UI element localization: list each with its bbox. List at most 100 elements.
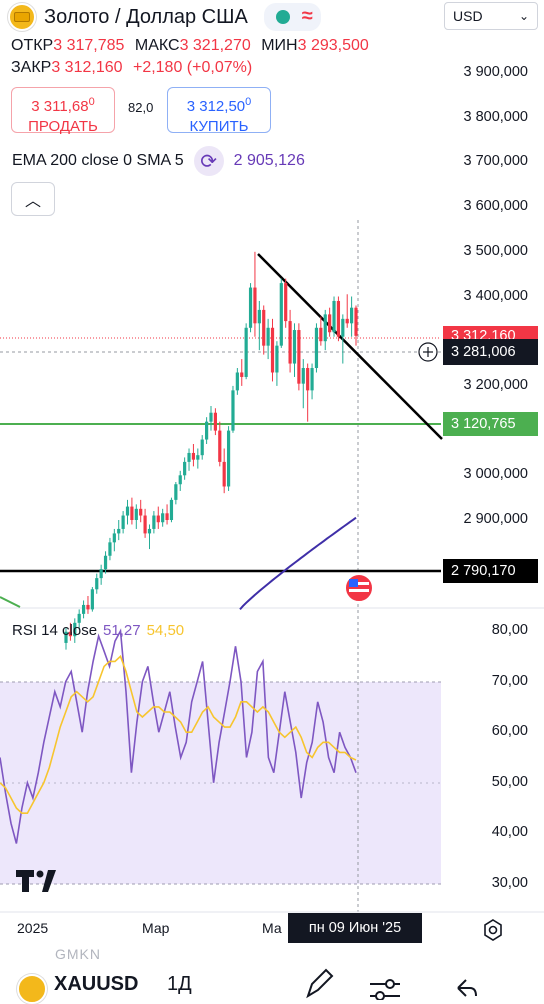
candle-body (191, 452, 196, 460)
candle-body (292, 330, 297, 364)
candle-body (284, 283, 288, 322)
candle-body (306, 368, 310, 391)
market-open-dot-icon (275, 10, 290, 24)
rsi-legend[interactable]: RSI 14 close 51,27 54,50 (12, 622, 184, 639)
candle-body (226, 430, 231, 487)
price-tick-label: 3 900,000 (463, 64, 528, 80)
bottom-toolbar (0, 960, 544, 1000)
ema200-line (239, 516, 357, 611)
candle-body (169, 499, 174, 520)
collapse-legend-button[interactable]: ︿ (11, 182, 55, 216)
candle-body (240, 372, 244, 377)
candle-body (218, 430, 222, 462)
time-label-may: Ма (262, 920, 282, 936)
low-value: 3 293,500 (297, 37, 369, 54)
candle-body (165, 513, 169, 520)
symbol-title[interactable]: Золото / Доллар США (44, 5, 248, 28)
time-label-2025: 2025 (17, 920, 49, 936)
crosshair-plus-icon[interactable] (418, 342, 438, 362)
close-value: 3 312,160 (51, 59, 123, 76)
timeframe-button[interactable]: 1Д (167, 973, 192, 995)
candle-body (288, 321, 292, 364)
candle-body (301, 368, 305, 384)
candle-body (253, 287, 257, 324)
sell-price: 3 311,68 (31, 98, 89, 115)
candle-body (248, 287, 253, 328)
candle-body (341, 318, 345, 337)
rsi-line (0, 628, 357, 844)
buy-button[interactable]: 3 312,500 КУПИТЬ (167, 87, 271, 135)
candle-body (134, 508, 138, 520)
candle-body (257, 309, 261, 324)
candle-body (279, 283, 283, 346)
gold-icon (8, 3, 36, 31)
market-status-pill[interactable]: ≈ (263, 3, 321, 31)
indicator-legend[interactable]: EMA 200 close 0 SMA 5 ⟳ 2 905,126 (12, 146, 305, 176)
high-label: МАКС (134, 37, 180, 54)
candle-body (183, 461, 187, 476)
green-line-price-tag-text: 3 120,765 (451, 416, 516, 432)
candle-body (112, 533, 116, 543)
candle-body (161, 513, 165, 523)
rsi-ma-line (0, 654, 357, 814)
rsi-tick-label: 30,00 (491, 875, 528, 891)
candle-body (174, 484, 178, 500)
close-label: ЗАКР (11, 59, 52, 76)
black-line-price-tag-text: 2 790,170 (451, 563, 516, 579)
price-tick-label: 2 900,000 (463, 511, 528, 527)
ohlc-row-2: ЗАКР3 312,160 +2,180 (+0,07%) (11, 58, 252, 78)
watermark-text: GMKN (55, 946, 101, 962)
price-tick-label: 3 600,000 (463, 198, 528, 215)
price-tick-label: 3 200,000 (463, 376, 528, 393)
symbol-button[interactable]: XAUUSD (54, 973, 139, 995)
open-value: 3 317,785 (53, 37, 125, 54)
rsi-tick-label: 60,00 (491, 723, 528, 740)
black-line-price-tag: 2 790,170 (443, 559, 538, 583)
candle-body (319, 327, 323, 342)
rsi-label: RSI 14 close (12, 622, 98, 639)
candle-body (345, 318, 349, 324)
candle-body (99, 569, 103, 579)
candle-body (178, 475, 182, 485)
open-label: ОТКР (11, 37, 54, 54)
candle-body (328, 314, 332, 333)
refresh-icon[interactable]: ⟳ (193, 146, 224, 176)
us-flag-event-icon[interactable] (344, 573, 374, 603)
currency-select[interactable]: USD ⌄ (444, 2, 538, 30)
indicator-label: EMA 200 close 0 SMA 5 (12, 152, 184, 169)
candle-body (323, 314, 327, 342)
candle-body (205, 421, 209, 440)
candle-body (275, 345, 279, 373)
candle-body (332, 300, 336, 333)
candle-body (156, 515, 160, 523)
candle-body (209, 412, 213, 422)
candle-body (336, 300, 341, 337)
buy-label: КУПИТЬ (189, 118, 249, 135)
sell-button[interactable]: 3 311,680 ПРОДАТЬ (11, 87, 115, 135)
candle-body (196, 455, 200, 460)
candle-body (68, 631, 72, 637)
candle-body (231, 390, 235, 431)
candle-body (125, 506, 130, 516)
candle-body (139, 508, 143, 516)
rsi-tick-label: 80,00 (491, 622, 528, 638)
candle-body (235, 372, 239, 391)
candle-body (77, 613, 81, 623)
candle-body (310, 368, 314, 391)
candle-body (314, 327, 319, 369)
candle-body (86, 604, 90, 610)
candle-body (90, 589, 94, 610)
trend-line[interactable] (257, 253, 443, 440)
price-tick-label: 3 800,000 (463, 108, 528, 125)
tradingview-logo-icon (16, 868, 62, 899)
crosshair-price-tag: 3 281,006 (443, 339, 538, 365)
high-value: 3 321,270 (179, 37, 251, 54)
gear-icon[interactable] (484, 919, 502, 941)
time-label-mar: Мар (142, 920, 170, 936)
rsi-tick-label: 50,00 (491, 773, 528, 790)
change-value: +2,180 (+0,07%) (132, 59, 253, 76)
candle-body (117, 528, 121, 534)
candle-body (108, 542, 112, 556)
trend-line-green-fragment (0, 596, 21, 608)
